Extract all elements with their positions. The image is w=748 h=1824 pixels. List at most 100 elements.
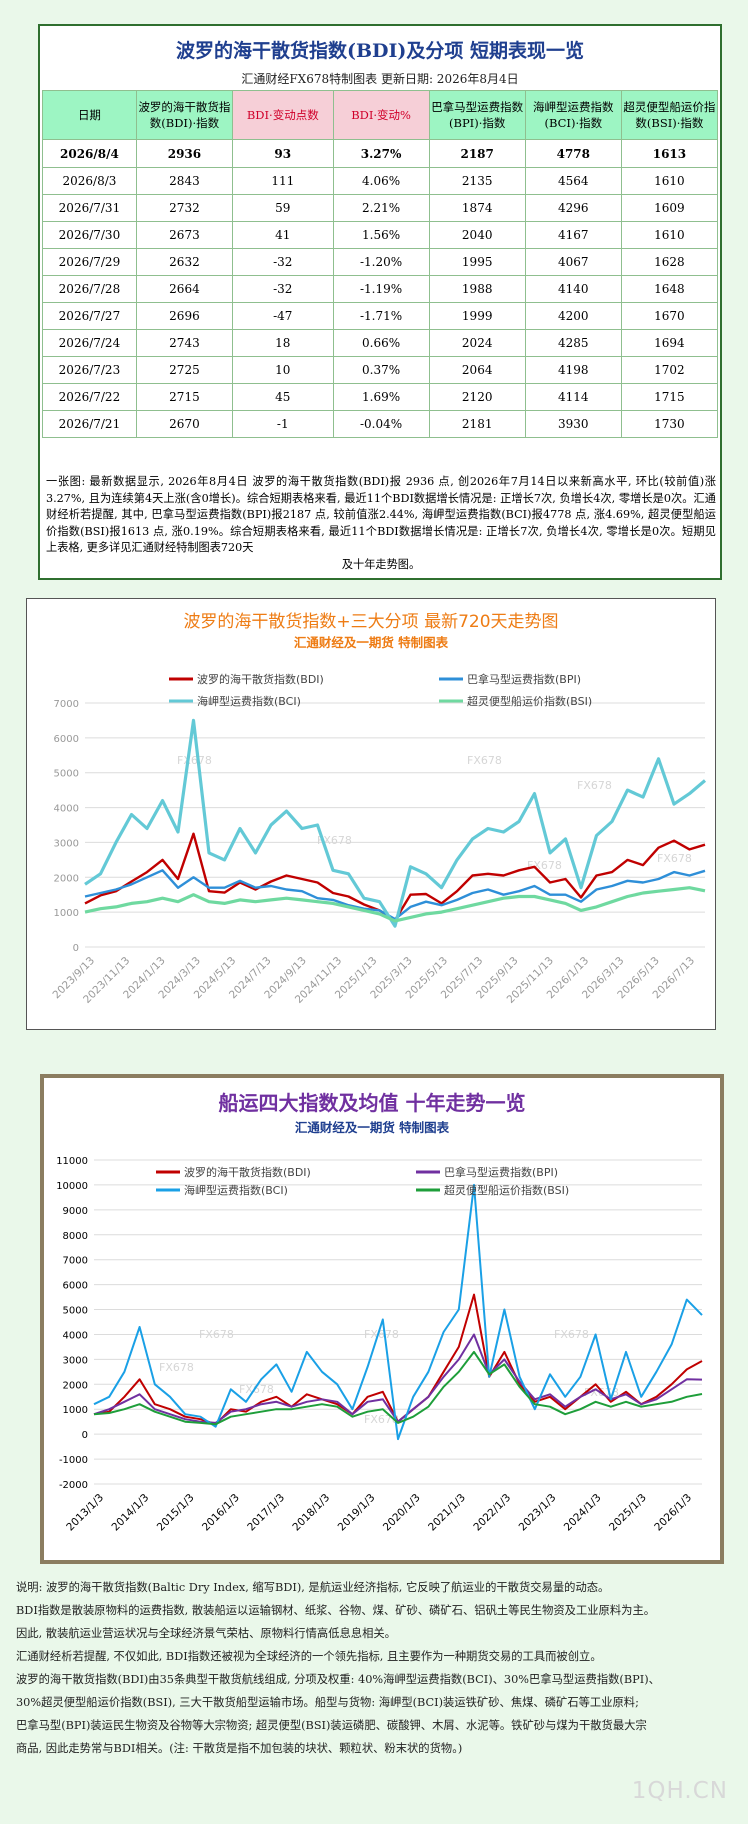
table-cell: 2843 [135,167,234,195]
chart-title: 波罗的海干散货指数+三大分项 最新720天走势图 [183,612,558,632]
summary-card: 波罗的海干散货指数(BDI)及分项 短期表现一览 汇通财经FX678特制图表 更… [38,24,722,580]
table-cell: 2120 [428,383,526,411]
table-cell: -32 [232,248,334,276]
x-tick-label: 2017/1/3 [245,1492,287,1534]
table-cell: -1.19% [332,275,430,303]
table-cell: 2732 [135,194,234,222]
table-cell: 2670 [135,410,234,438]
table-row: 2026/7/28 2664 -32 -1.19% 1988 4140 1648 [42,275,719,303]
table-cell: 2026/7/29 [42,248,137,276]
table-cell: 4167 [524,221,622,249]
y-tick-label: 7000 [63,1256,88,1267]
table-cell: 2664 [135,275,234,303]
legend-label: 波罗的海干散货指数(BDI) [184,1165,311,1179]
table-header-row: 日期 波罗的海干散货指数(BDI)·指数 BDI·变动点数 BDI·变动% 巴拿… [42,90,719,140]
table-cell: 18 [232,329,334,357]
legend-label: 超灵便型船运价指数(BSI) [444,1183,569,1197]
table-cell: -47 [232,302,334,330]
legend-label: 超灵便型船运价指数(BSI) [467,694,592,708]
bdi-table: 日期 波罗的海干散货指数(BDI)·指数 BDI·变动点数 BDI·变动% 巴拿… [42,90,719,438]
watermark: FX678 [577,779,612,792]
note-line: 波罗的海干散货指数(BDI)由35条典型干散货航线组成, 分项及权重: 40%海… [16,1673,660,1686]
table-cell: 4200 [524,302,622,330]
table-row: 2026/7/30 2673 41 1.56% 2040 4167 1610 [42,221,719,249]
table-row: 2026/7/29 2632 -32 -1.20% 1995 4067 1628 [42,248,719,276]
table-cell: 2743 [135,329,234,357]
y-tick-label: 5000 [54,769,79,780]
table-row: 2026/8/4 2936 93 3.27% 2187 4778 1613 [42,139,719,168]
y-tick-label: 2000 [63,1380,88,1391]
y-tick-label: -1000 [59,1455,88,1466]
table-cell: 1694 [620,329,719,357]
watermark: FX678 [239,1383,274,1396]
chart-title: 船运四大指数及均值 十年走势一览 [219,1091,526,1115]
table-cell: 4.06% [332,167,430,195]
table-cell: 4778 [524,139,622,168]
series-line [84,718,707,928]
chart-10year: 船运四大指数及均值 十年走势一览 汇通财经及一期货 特制图表 -2000 -1000 0… [40,1074,724,1564]
x-tick-label: 2016/1/3 [200,1492,242,1534]
col-bdi-pct: BDI·变动% [332,90,430,140]
x-tick-label: 2015/1/3 [155,1492,197,1534]
table-cell: 2696 [135,302,234,330]
table-row: 2026/7/23 2725 10 0.37% 2064 4198 1702 [42,356,719,384]
table-cell: -1.71% [332,302,430,330]
y-tick-label: 8000 [63,1231,88,1242]
table-cell: 2026/7/23 [42,356,137,384]
description: 一张图: 最新数据显示, 2026年8月4日 波罗的海干散货指数(BDI)报 2… [46,474,716,573]
x-tick-label: 2018/1/3 [290,1492,332,1534]
watermark: FX678 [177,754,212,767]
x-tick-label: 2014/1/3 [110,1492,152,1534]
table-cell: 1702 [620,356,719,384]
note-line: 说明: 波罗的海干散货指数(Baltic Dry Index, 缩写BDI), … [16,1581,610,1594]
watermark: FX678 [159,1361,194,1374]
watermark: FX678 [364,1328,399,1341]
page-title: 波罗的海干散货指数(BDI)及分项 短期表现一览 [175,40,585,62]
table-row: 2026/7/31 2732 59 2.21% 1874 4296 1609 [42,194,719,222]
note-line: 汇通财经析若提醒, 不仅如此, BDI指数还被视为全球经济的一个领先指标, 且主… [16,1650,602,1663]
table-cell: 0.37% [332,356,430,384]
table-cell: 2673 [135,221,234,249]
y-tick-label: 1000 [54,908,79,919]
table-cell: 1730 [620,410,719,438]
table-cell: 4296 [524,194,622,222]
note-line: 巴拿马型(BPI)装运民生物资及谷物等大宗物资; 超灵便型(BSI)装运磷肥、碳… [16,1719,647,1732]
table-cell: 1670 [620,302,719,330]
watermark: FX678 [467,754,502,767]
table-cell: -0.04% [332,410,430,438]
y-tick-label: 6000 [63,1281,88,1292]
x-tick-label: 2020/1/3 [381,1492,423,1534]
legend-label: 波罗的海干散货指数(BDI) [197,672,324,686]
table-cell: 2632 [135,248,234,276]
watermark: FX678 [199,1328,234,1341]
table-cell: 2040 [428,221,526,249]
chart-720day: 波罗的海干散货指数+三大分项 最新720天走势图 汇通财经及一期货 特制图表 0 10… [26,598,716,1030]
series-line [93,1350,703,1426]
y-tick-label: 4000 [63,1330,88,1341]
table-cell: 111 [232,167,334,195]
table-cell: 3.27% [332,139,430,168]
table-cell: 2026/7/24 [42,329,137,357]
watermark: FX678 [317,834,352,847]
table-cell: 2026/8/4 [42,139,137,168]
table-cell: 2026/7/30 [42,221,137,249]
table-cell: 59 [232,194,334,222]
table-cell: 4285 [524,329,622,357]
chart-subtitle: 汇通财经及一期货 特制图表 [295,1120,450,1135]
y-tick-label: 10000 [56,1181,88,1192]
table-cell: 2024 [428,329,526,357]
note-line: 30%超灵便型船运价指数(BSI), 三大干散货船型运输市场。船型与货物: 海岬… [16,1696,639,1709]
legend-label: 海岬型运费指数(BCI) [197,694,301,708]
y-tick-label: 1000 [63,1405,88,1416]
table-cell: 2135 [428,167,526,195]
legend-label: 海岬型运费指数(BCI) [184,1183,288,1197]
description-tail: 及十年走势图。 [341,557,421,571]
series-line [84,869,706,921]
table-cell: 2725 [135,356,234,384]
table-cell: -1 [232,410,334,438]
site-logo: 1QH.CN [631,1778,728,1804]
table-cell: 2026/7/22 [42,383,137,411]
table-cell: 1610 [620,221,719,249]
watermark: FX678 [554,1328,589,1341]
